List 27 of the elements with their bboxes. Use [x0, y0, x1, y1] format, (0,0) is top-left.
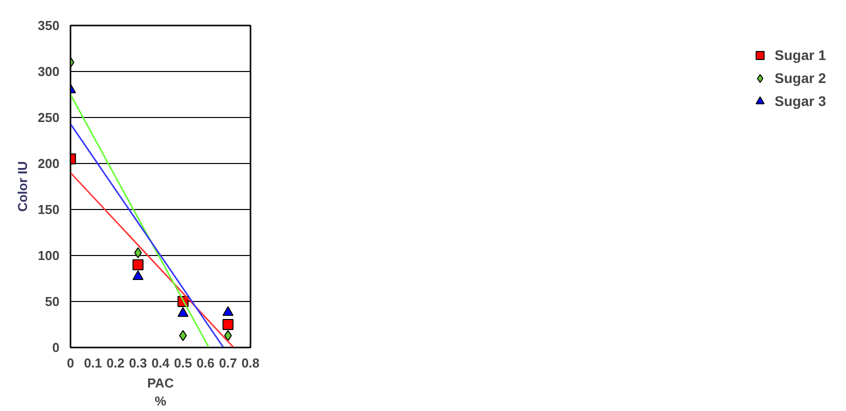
- x-tick-label: 0.6: [196, 356, 215, 370]
- y-tick-label: 300: [38, 64, 60, 79]
- y-tick-label: 250: [38, 110, 60, 125]
- point: [178, 307, 188, 317]
- y-tick-label: 350: [38, 18, 60, 33]
- x-tick-label: 0.7: [218, 356, 238, 370]
- x-tick-label: 0.1: [84, 356, 102, 370]
- y-tick-label: 100: [38, 248, 60, 263]
- y-tick-label: 150: [38, 202, 60, 217]
- x-tick-label: 0.2: [106, 356, 125, 370]
- point: [222, 306, 234, 316]
- y-tick-label: 0: [52, 340, 60, 355]
- x-tick-label: 0.5: [174, 356, 192, 370]
- y-tick-label: 200: [38, 156, 60, 171]
- point: [222, 319, 234, 330]
- x-tick-label: 0: [66, 356, 74, 370]
- legend-label: Sugar 2: [774, 70, 826, 86]
- y-axis-title: Color IU: [14, 161, 30, 212]
- legend-label: Sugar 1: [774, 47, 826, 63]
- x-tick-label: 0.4: [151, 356, 170, 370]
- point: [132, 259, 144, 270]
- x-tick-label: 0.8: [241, 356, 260, 370]
- x-tick-label: 0.3: [128, 356, 148, 370]
- point: [132, 270, 144, 280]
- x-axis-title: PAC %: [147, 376, 174, 408]
- y-tick-label: 50: [45, 294, 60, 309]
- legend-label: Sugar 3: [774, 93, 826, 109]
